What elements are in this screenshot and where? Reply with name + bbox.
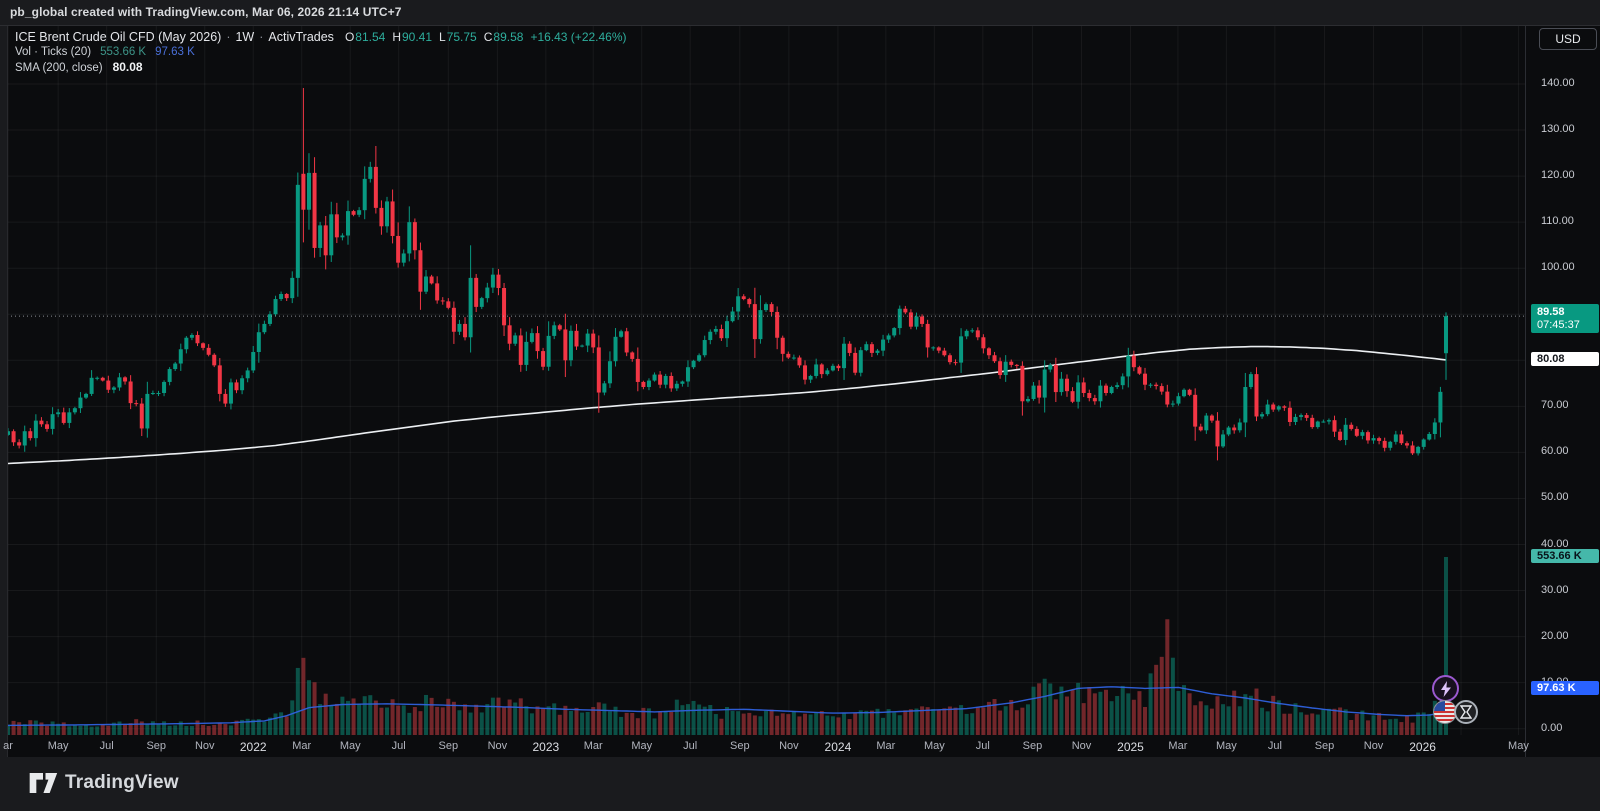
open-value: 81.54 [355,30,386,44]
close-label: C [483,30,493,44]
price-tick-label: 110.00 [1541,215,1574,228]
last-price-label: 89.58 07:45:37 [1531,304,1599,333]
time-axis-month-label: Jul [391,740,406,752]
price-tick-label: 140.00 [1541,77,1575,89]
price-tick-label: 70.00 [1541,399,1569,412]
time-axis-month-label: May [923,740,945,752]
time-axis-month-label: Sep [146,740,167,752]
time-axis-year-label: 2022 [239,740,267,754]
time-axis-year-label: 2024 [824,740,852,754]
volume-legend-row[interactable]: Vol · Ticks (20) 553.66 K 97.63 K [15,45,627,60]
currency-toggle-button[interactable]: USD [1539,28,1597,50]
volume-ma-value: 97.63 K [155,46,195,58]
chart-pane[interactable]: ICE Brent Crude Oil CFD (May 2026) · 1W … [0,25,1600,758]
time-axis-month-label: Mar [876,740,896,752]
time-axis-month-label: Sep [438,740,459,752]
time-axis-month-label: May [339,740,361,752]
separator-dot: · [259,30,264,44]
volume-value: 553.66 K [100,46,147,58]
footer-bar: TradingView [0,757,1600,811]
attribution-text: pb_global created with TradingView.com, … [10,5,402,19]
time-axis-year-label: 2026 [1409,740,1436,754]
attribution-bar: pb_global created with TradingView.com, … [0,0,1600,25]
price-tick-label: 50.00 [1541,491,1569,504]
chart-legend: ICE Brent Crude Oil CFD (May 2026) · 1W … [15,30,627,76]
symbol-legend-row[interactable]: ICE Brent Crude Oil CFD (May 2026) · 1W … [15,30,627,45]
bar-countdown: 07:45:37 [1537,318,1580,331]
tradingview-logo[interactable]: TradingView [28,771,179,795]
time-axis-month-label: Sep [1022,740,1043,752]
time-axis-month-label: Jul [1267,740,1282,752]
time-axis-month-label: May [1215,740,1237,752]
low-label: L [439,30,446,44]
price-tick-label: 40.00 [1541,537,1569,550]
time-axis-month-label: Nov [487,740,508,752]
low-value: 75.75 [446,30,477,44]
brand-name: TradingView [65,772,179,793]
price-tick-label: 0.00 [1541,721,1563,734]
close-value: 89.58 [493,30,524,44]
price-tick-label: 60.00 [1541,445,1569,458]
sma-legend-row[interactable]: SMA (200, close) 80.08 [15,60,627,76]
time-axis-month-label: ar [3,740,13,752]
sma-price-label: 80.08 [1531,352,1599,366]
time-axis-month-label: May [1508,740,1529,752]
time-axis-month-label: Jul [683,740,698,752]
separator-dot: · [226,30,231,44]
price-tick-label: 100.00 [1541,261,1575,274]
last-price-value: 89.58 [1537,306,1565,318]
flag-canton [1434,701,1445,711]
hourglass-glyph [1460,705,1472,719]
time-axis-month-label: Mar [583,740,603,752]
time-axis-month-label: Mar [1168,740,1188,752]
symbol-title[interactable]: ICE Brent Crude Oil CFD (May 2026) [15,30,222,44]
price-tick-label: 120.00 [1541,169,1575,182]
volume-axis-label: 553.66 K [1531,549,1599,563]
price-axis-border [1525,26,1526,758]
time-axis-month-label: Jul [975,740,990,752]
price-tick-label: 30.00 [1541,583,1569,596]
volume-ma-axis-label: 97.63 K [1531,681,1599,695]
tradingview-mark-icon [29,773,58,793]
open-label: O [344,30,355,44]
sma-value: 80.08 [112,60,143,74]
time-axis-month-label: Nov [1363,740,1384,752]
interval-label[interactable]: 1W [235,30,255,44]
price-tick-label: 20.00 [1541,629,1569,642]
time-axis-year-label: 2025 [1117,740,1144,754]
high-value: 90.41 [401,30,433,44]
time-axis-year-label: 2023 [532,740,560,754]
time-axis-month-label: Mar [292,740,312,752]
price-chart-canvas[interactable] [0,26,1600,758]
time-axis-month-label: Jul [99,740,114,752]
time-axis-month-label: Sep [730,740,750,752]
change-value: +16.43 (+22.46%) [530,30,627,44]
time-axis-month-label: May [631,740,653,752]
high-label: H [392,30,401,44]
us-flag-event-icon[interactable] [1433,700,1457,724]
lightning-event-icon[interactable] [1432,675,1459,702]
sma-indicator-label[interactable]: SMA (200, close) [15,62,103,74]
lightning-bolt-glyph [1440,680,1451,697]
time-axis-month-label: Nov [779,740,799,752]
price-tick-label: 130.00 [1541,123,1575,136]
time-axis-month-label: Nov [1071,740,1092,752]
chart-left-edge [0,26,8,758]
volume-indicator-label[interactable]: Vol · Ticks (20) [15,46,92,58]
time-axis-month-label: May [47,740,69,752]
hourglass-event-icon[interactable] [1454,700,1478,724]
ohlc-values: O 81.54 H 90.41 L 75.75 C 89.58 +16.43 (+22.… [345,30,627,45]
broker-label: ActivTrades [268,30,334,44]
time-axis-month-label: Nov [194,740,215,752]
time-axis-month-label: Sep [1314,740,1335,752]
